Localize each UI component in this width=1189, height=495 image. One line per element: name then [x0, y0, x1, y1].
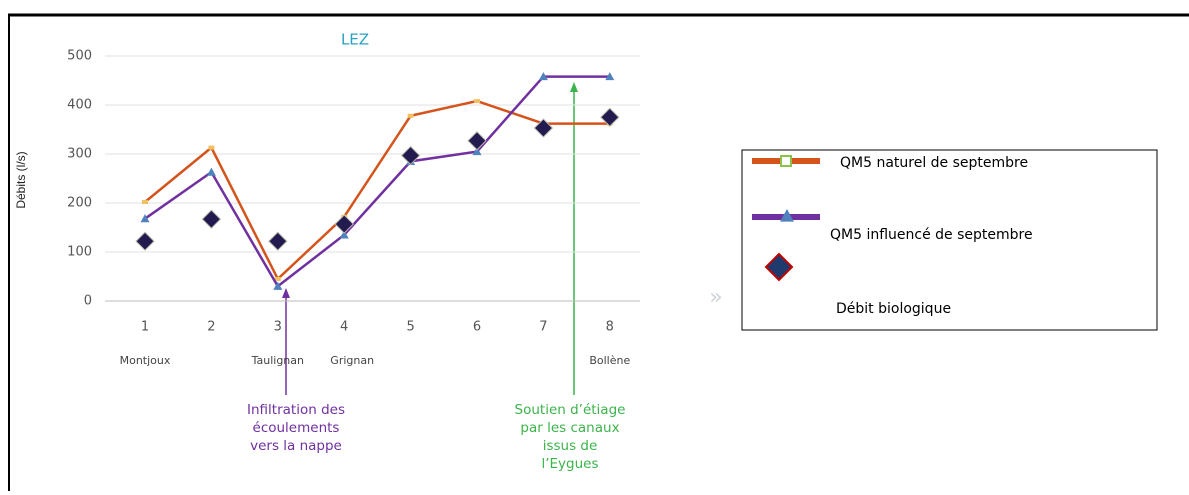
- annotation-arrowhead: [570, 82, 578, 92]
- legend-label: Débit biologique: [836, 301, 951, 317]
- y-tick-label: 400: [67, 98, 92, 113]
- marker: [400, 145, 421, 166]
- series-line: [144, 99, 610, 282]
- legend-label: QM5 influencé de septembre: [830, 227, 1033, 243]
- station-label: Montjoux: [120, 354, 171, 367]
- x-tick-label: 2: [207, 320, 215, 335]
- legend-box: [741, 149, 1158, 331]
- marker: [142, 200, 148, 205]
- marker: [474, 99, 480, 104]
- x-tick-label: 3: [274, 320, 282, 335]
- marker: [538, 72, 548, 81]
- annotation: Infiltration des: [247, 402, 345, 418]
- marker: [268, 231, 288, 251]
- legend-swatch: [764, 252, 794, 282]
- marker: [533, 118, 554, 138]
- annotation: écoulements: [253, 420, 340, 436]
- marker: [206, 167, 216, 176]
- y-tick-label: 0: [84, 294, 92, 309]
- legend-swatch: [780, 155, 792, 167]
- legend-swatch: [780, 209, 794, 222]
- y-axis-label: Débits (l/s): [14, 151, 28, 208]
- annotation: l’Eygues: [541, 456, 598, 472]
- x-tick-label: 4: [340, 320, 348, 335]
- y-tick-label: 300: [67, 147, 92, 162]
- y-tick-label: 500: [67, 49, 92, 64]
- annotation: vers la nappe: [250, 438, 342, 454]
- series-line: [144, 75, 610, 289]
- marker: [274, 276, 281, 281]
- y-tick-label: 100: [67, 245, 92, 260]
- station-label: Taulignan: [251, 354, 304, 367]
- x-tick-label: 7: [539, 320, 547, 335]
- marker: [208, 145, 215, 150]
- chevron: »: [709, 285, 722, 310]
- x-tick-label: 6: [473, 320, 481, 335]
- y-tick-label: 200: [67, 196, 92, 211]
- marker: [472, 147, 482, 156]
- marker: [140, 214, 150, 223]
- marker: [407, 113, 414, 118]
- marker: [334, 214, 354, 234]
- legend-label: QM5 naturel de septembre: [840, 155, 1028, 171]
- annotation: issus de: [543, 438, 598, 454]
- station-label: Bollène: [589, 354, 630, 367]
- x-tick-label: 8: [606, 320, 614, 335]
- chart-title: LEZ: [341, 31, 369, 49]
- annotation: Soutien d’étiage: [515, 402, 626, 418]
- annotation-arrowhead: [282, 288, 290, 298]
- marker: [467, 131, 487, 151]
- marker: [135, 231, 155, 251]
- marker: [273, 281, 283, 290]
- station-label: Grignan: [330, 354, 374, 367]
- x-tick-label: 1: [141, 320, 149, 335]
- marker: [201, 209, 222, 229]
- marker: [600, 107, 620, 127]
- x-tick-label: 5: [406, 320, 414, 335]
- annotation: par les canaux: [520, 420, 619, 436]
- marker: [605, 72, 615, 81]
- marker: [339, 230, 349, 239]
